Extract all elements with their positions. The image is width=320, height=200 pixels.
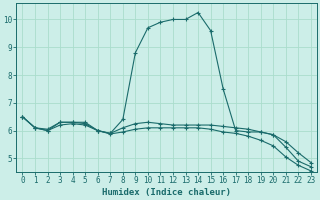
X-axis label: Humidex (Indice chaleur): Humidex (Indice chaleur) bbox=[102, 188, 231, 197]
